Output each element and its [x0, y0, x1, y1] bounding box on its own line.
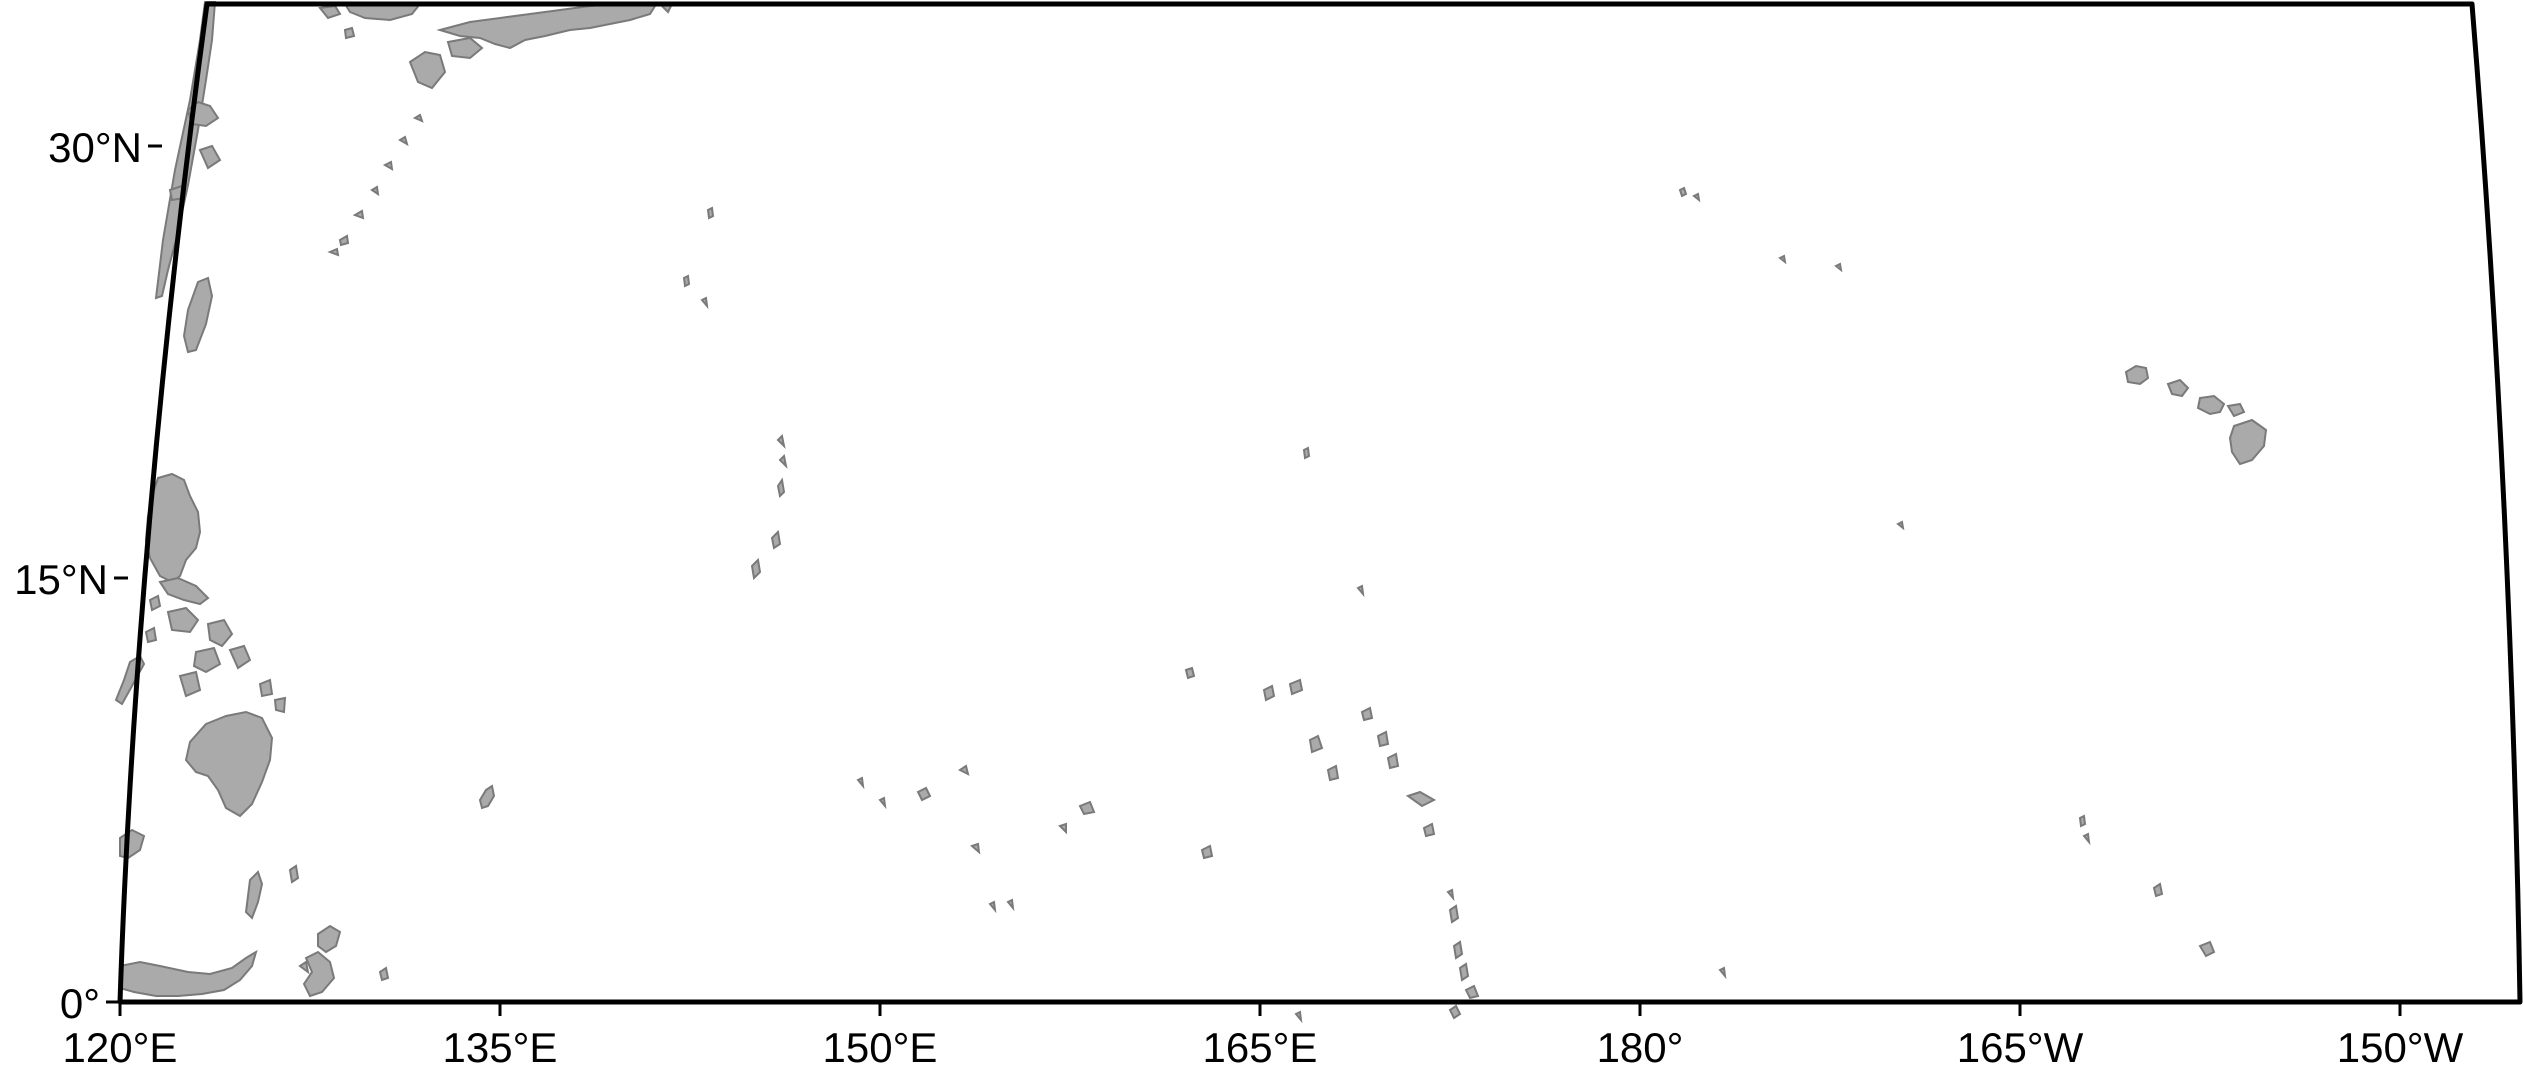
- land-philippines-mindanao: [184, 710, 274, 818]
- land-marshall-islands: [1184, 446, 1437, 838]
- land-hawaii-big-island: [2228, 418, 2268, 466]
- land-philippines-smaller: [144, 594, 287, 714]
- lon-label-180: 180°: [1597, 1024, 1684, 1070]
- latitude-axis: [106, 144, 162, 1004]
- land-hawaii-kauai: [2124, 364, 2150, 386]
- lat-label-15: 15°N: [14, 556, 108, 603]
- longitude-axis: [118, 1002, 2402, 1016]
- lon-label-150e: 150°E: [823, 1024, 938, 1070]
- land-ryukyu-islands: [327, 113, 424, 257]
- land-hawaii-oahu: [2166, 378, 2190, 398]
- land-philippines-luzon-south: [158, 576, 210, 606]
- map-frame: [117, 1, 2523, 1005]
- land-borneo-north: [119, 828, 146, 860]
- land-mariana-islands: [682, 206, 788, 581]
- land-japan-kyushu: [408, 50, 447, 90]
- land-kiribati-gilbert: [1448, 904, 1480, 1000]
- lat-label-30: 30°N: [48, 124, 142, 171]
- land-halmahera: [302, 924, 342, 998]
- land-taiwan: [182, 276, 214, 354]
- land-japan-shikoku: [446, 36, 484, 60]
- land-caroline-islands: [878, 764, 1214, 860]
- land-sulawesi: [119, 949, 258, 997]
- lon-label-120e: 120°E: [63, 1024, 178, 1070]
- land-hawaii-maui: [2196, 394, 2246, 418]
- lat-label-0: 0°: [60, 980, 100, 1027]
- lon-label-150w: 150°W: [2337, 1024, 2464, 1070]
- land-layer: [114, 1, 2268, 1024]
- land-china-coast: [154, 1, 217, 300]
- lon-label-165w: 165°W: [1957, 1024, 2084, 1070]
- land-sulawesi-arm: [244, 870, 264, 920]
- land-palau: [478, 784, 496, 810]
- lon-label-135e: 135°E: [443, 1024, 558, 1070]
- land-moluccas-small: [288, 864, 390, 982]
- land-line-islands: [2078, 814, 2216, 958]
- land-philippines-visayas: [166, 606, 252, 698]
- lon-label-165e: 165°E: [1203, 1024, 1318, 1070]
- land-scattered-islets: [856, 186, 1905, 1024]
- land-japan-honshu: [436, 3, 657, 50]
